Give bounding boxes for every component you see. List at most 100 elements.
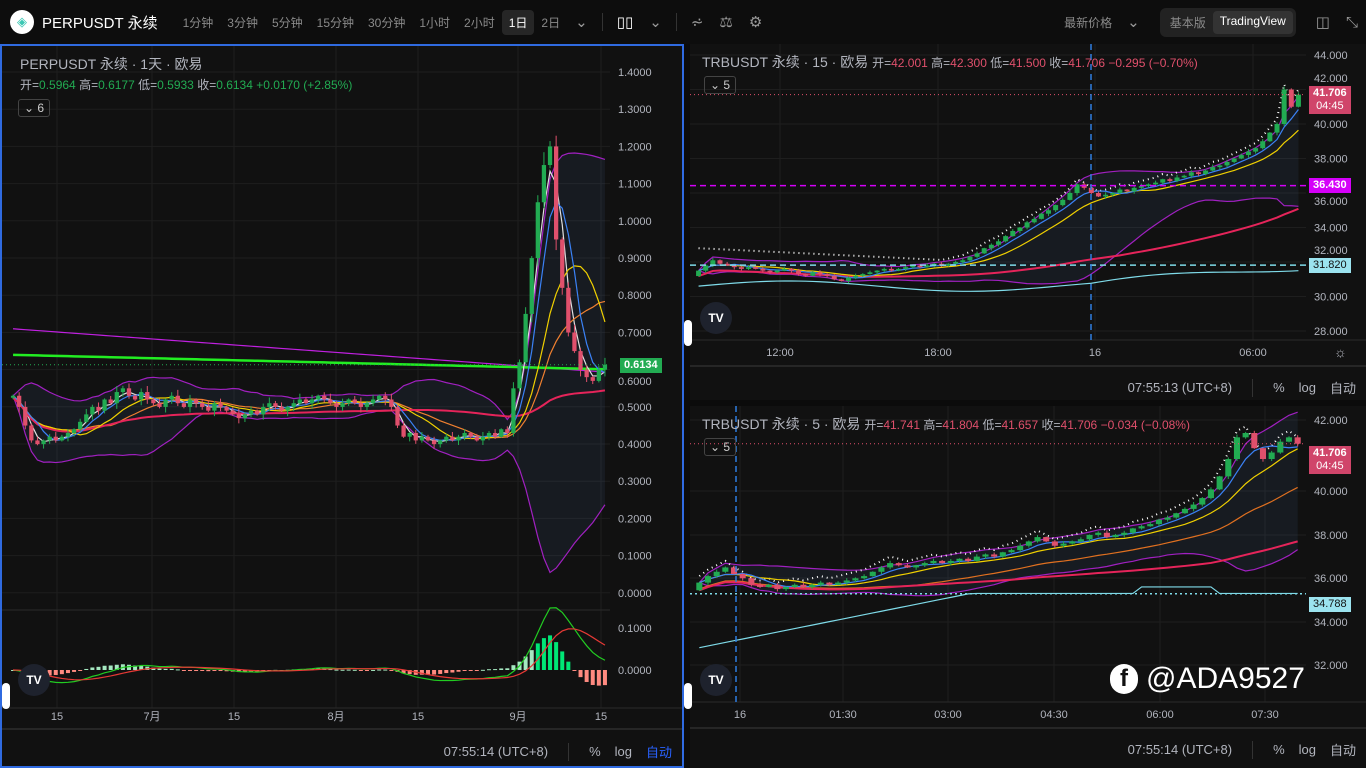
ma-long <box>698 540 1298 592</box>
candle-body <box>1121 532 1128 535</box>
candle-body <box>431 440 437 445</box>
macd-histogram-bar <box>114 664 119 670</box>
price-tick-label: 1.1000 <box>618 179 652 191</box>
candle-body <box>888 268 894 271</box>
percent-toggle[interactable]: % <box>1273 742 1285 757</box>
tradingview-logo[interactable]: TV <box>18 664 50 696</box>
candle-body <box>132 395 138 400</box>
macd-histogram-bar <box>572 670 577 671</box>
price-tick-label: 30.000 <box>1314 292 1348 304</box>
timeframe-3m[interactable]: 3分钟 <box>227 15 258 30</box>
macd-tick-label: 0.0000 <box>618 665 652 677</box>
chevron-down-icon[interactable]: ⌄ <box>1127 14 1140 31</box>
timeframe-15m[interactable]: 15分钟 <box>316 15 354 30</box>
chevron-down-icon[interactable]: ⌄ <box>575 14 588 31</box>
price-tick-label: 1.4000 <box>618 67 652 79</box>
timeframe-1d[interactable]: 1日 <box>501 9 535 35</box>
timeframe-1m[interactable]: 1分钟 <box>182 15 214 30</box>
indicators-toggle[interactable]: ⌄ 5 <box>704 76 737 94</box>
chart-pane-perpusdt[interactable]: 1.4000 1.3000 1.2000 1.1000 1.0000 0.9000 0.80… <box>0 44 684 768</box>
layout-icon[interactable]: ◫ <box>1315 14 1330 31</box>
candle-body <box>523 313 528 363</box>
candle-body <box>869 571 876 577</box>
candle-body <box>917 265 923 268</box>
candle-body <box>175 395 180 404</box>
divider <box>568 742 570 761</box>
candle-body <box>1190 504 1197 509</box>
price-type-select[interactable]: 最新价格 <box>1064 15 1113 30</box>
resize-handle[interactable] <box>2 683 10 709</box>
candle-body <box>23 406 28 426</box>
log-toggle[interactable]: log <box>614 744 632 759</box>
candle-body <box>895 563 902 566</box>
tradingview-logo[interactable]: TV <box>700 664 732 696</box>
gear-icon[interactable]: ⚙ <box>748 14 763 31</box>
percent-toggle[interactable]: % <box>589 744 601 759</box>
candle-body <box>748 578 755 585</box>
macd-histogram-bar <box>480 669 485 671</box>
candle-body <box>999 552 1006 557</box>
mode-basic[interactable]: 基本版 <box>1169 15 1206 30</box>
candle-body <box>910 265 916 268</box>
timeframe-1h[interactable]: 1小时 <box>419 15 451 30</box>
chart-pane-trbusdt-15[interactable]: 44.000 42.000 40.000 38.000 36.000 34.000 32.0… <box>690 44 1366 400</box>
candlestick-chart[interactable]: 44.000 42.000 40.000 38.000 36.000 34.000 32.0… <box>690 44 1366 400</box>
scale-icon[interactable]: ⚖ <box>719 14 733 31</box>
timeframe-2h[interactable]: 2小时 <box>464 15 495 30</box>
candle-body <box>529 258 534 314</box>
candle-body <box>1138 186 1144 188</box>
candle-body <box>1277 441 1284 453</box>
candlestick-icon[interactable]: ▯▯ <box>616 14 634 31</box>
mode-tradingview[interactable]: TradingView <box>1212 10 1293 34</box>
macd-histogram-bar <box>493 669 498 671</box>
timeframe-30m[interactable]: 30分钟 <box>368 15 406 30</box>
candle-body <box>1060 543 1067 546</box>
timeframe-2d[interactable]: 2日 <box>541 15 561 30</box>
tradingview-logo[interactable]: TV <box>700 302 732 334</box>
candle-body <box>468 432 473 437</box>
candle-body <box>767 270 773 273</box>
timeframe-5m[interactable]: 5分钟 <box>271 15 303 30</box>
ma-short <box>699 445 1298 588</box>
candle-body <box>817 582 824 585</box>
candle-body <box>1195 172 1201 175</box>
indicators-toggle[interactable]: ⌄ 5 <box>704 438 737 456</box>
chart-pane-trbusdt-5[interactable]: 42.000 40.000 38.000 36.000 34.000 32.000 16 01… <box>690 406 1366 768</box>
collapse-icon[interactable]: ⤡ <box>1345 13 1358 31</box>
candle-body <box>358 403 364 407</box>
candle-body <box>181 403 187 407</box>
candle-body <box>230 410 235 415</box>
candle-body <box>947 560 954 564</box>
candle-body <box>974 253 980 257</box>
macd-histogram-bar <box>96 666 101 670</box>
macd-histogram-bar <box>53 670 58 675</box>
clock: 07:55:13 (UTC+8) <box>1127 380 1233 395</box>
auto-toggle[interactable]: 自动 <box>1329 743 1356 758</box>
chevron-down-icon[interactable]: ⌄ <box>649 14 662 31</box>
indicators-toggle[interactable]: ⌄ 6 <box>18 99 51 117</box>
candle-body <box>444 436 449 441</box>
resize-handle[interactable] <box>684 320 692 346</box>
settings-gear-icon[interactable]: ☼ <box>1334 344 1347 360</box>
candle-body <box>878 567 885 572</box>
candle-body <box>71 429 77 433</box>
candlestick-chart[interactable]: 42.000 40.000 38.000 36.000 34.000 32.000 16 01… <box>690 406 1366 768</box>
auto-toggle[interactable]: 自动 <box>1329 381 1356 396</box>
indicator-icon[interactable]: ⩫ <box>690 14 704 31</box>
candle-body <box>200 403 205 407</box>
macd-histogram-bar <box>602 670 607 686</box>
resize-handle[interactable] <box>684 683 692 709</box>
candle-body <box>547 146 553 166</box>
percent-toggle[interactable]: % <box>1273 380 1285 395</box>
candle-body <box>139 392 144 400</box>
log-toggle[interactable]: log <box>1298 380 1316 395</box>
price-tick-label: 1.3000 <box>618 104 652 116</box>
symbol-title[interactable]: PERPUSDT 永续 <box>42 14 158 32</box>
candle-body <box>981 248 987 254</box>
auto-toggle[interactable]: 自动 <box>645 745 672 760</box>
candle-body <box>322 395 327 400</box>
candle-body <box>572 332 577 352</box>
log-toggle[interactable]: log <box>1298 742 1316 757</box>
candle-body <box>1260 141 1266 149</box>
candlestick-chart[interactable]: 1.4000 1.3000 1.2000 1.1000 1.0000 0.9000 0.80… <box>2 46 682 766</box>
